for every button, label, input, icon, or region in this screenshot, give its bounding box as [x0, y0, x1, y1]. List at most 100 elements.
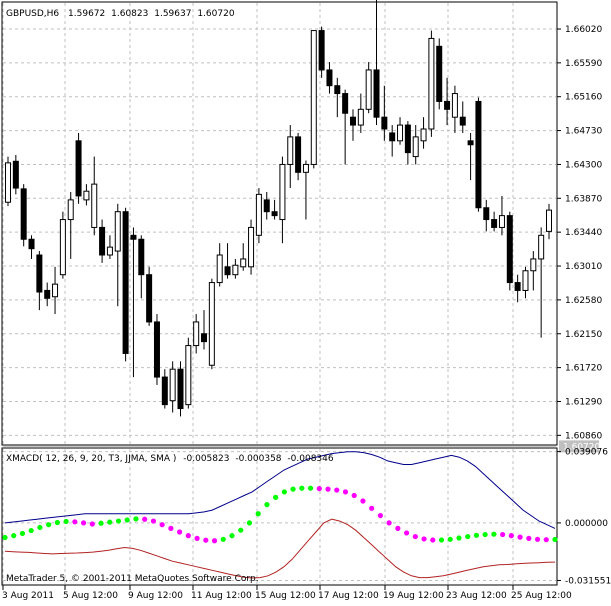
indicator-dot-down	[203, 537, 209, 543]
candle-bear	[444, 100, 451, 110]
price-grid	[2, 3, 556, 447]
price-scale: 1.66020 1.65590 1.65160 1.64730 1.64300 1.638…	[557, 25, 602, 441]
candle-bull	[279, 163, 286, 221]
candle-bull	[59, 219, 66, 276]
candle-bear	[459, 116, 466, 126]
candle-bull	[397, 124, 404, 142]
candle-bull	[83, 190, 90, 201]
indicator-dot-up	[2, 534, 8, 541]
indicator-header: XMACD( 12, 26, 9, 20, T3, JJMA, SMA ) -0…	[6, 454, 334, 464]
time-axis-label: 3 Aug 2011	[2, 591, 54, 601]
candles	[5, 0, 552, 417]
candle-bear	[475, 100, 482, 209]
candle-bull	[310, 30, 317, 165]
candle-bull	[91, 183, 98, 228]
indicator-dot-down	[386, 520, 392, 526]
indicator-dot-up	[456, 535, 462, 541]
candle-bear	[326, 69, 333, 87]
time-axis-label: 15 Aug 12:00	[255, 591, 316, 601]
low-value: 1.59637	[154, 9, 191, 19]
candle-bull	[498, 215, 505, 228]
indicator-dot-up	[447, 536, 453, 542]
time-axis-label: 19 Aug 12:00	[383, 591, 444, 601]
price-scale-label: 1.65160	[565, 93, 602, 103]
time-axis-label: 11 Aug 12:00	[191, 591, 252, 601]
candle-bear	[44, 289, 51, 299]
candle-bear	[20, 188, 27, 240]
candle-bear	[514, 282, 521, 291]
candle-bull	[530, 258, 537, 272]
price-scale-label: 1.63870	[565, 194, 602, 204]
candle-bull	[216, 254, 223, 284]
time-axis-label: 25 Aug 12:00	[511, 591, 572, 601]
candle-bull	[248, 226, 255, 268]
indicator-value-3: -0.008346	[287, 454, 333, 464]
indicator-dot-up	[220, 536, 226, 542]
symbol-header: GBPUSD,H6 1.59672 1.60823 1.59637 1.6072…	[6, 9, 235, 19]
price-scale-label: 1.66020	[565, 25, 602, 35]
indicator-dot-down	[325, 486, 331, 492]
indicator-dot-up	[491, 531, 497, 537]
candle-bull	[67, 199, 74, 221]
price-scale-label: 1.63440	[565, 228, 602, 238]
indicator-dot-up	[290, 486, 296, 492]
indicator-dot-down	[395, 525, 401, 531]
time-axis-label: 17 Aug 12:00	[318, 591, 379, 601]
indicator-panel[interactable]	[1, 447, 558, 586]
candle-bull	[357, 108, 364, 126]
candle-bull	[451, 93, 458, 118]
price-scale-label: 1.64300	[565, 160, 602, 170]
high-value: 1.60823	[111, 9, 148, 19]
indicator-dot-up	[46, 522, 52, 528]
indicator-dot-down	[369, 505, 375, 511]
indicator-dot-up	[115, 518, 122, 524]
indicator-dot-up	[229, 533, 235, 539]
price-scale-label: 1.62580	[565, 296, 602, 306]
time-axis: 3 Aug 2011 5 Aug 12:00 9 Aug 12:00 11 Aug 1…	[2, 585, 572, 601]
candle-bull	[428, 37, 435, 130]
time-axis-label: 5 Aug 12:00	[63, 591, 118, 601]
candle-bear	[342, 93, 349, 114]
indicator-dot-up	[238, 527, 244, 533]
price-scale-label: 1.63010	[565, 262, 602, 272]
indicator-dot-down	[500, 531, 506, 538]
indicator-dot-down	[377, 512, 383, 519]
candle-bull	[420, 128, 427, 142]
indicator-dot-up	[124, 517, 130, 523]
candle-bull	[365, 69, 372, 110]
candle-bear	[373, 69, 380, 118]
candle-bear	[491, 219, 498, 228]
indicator-dot-up	[307, 485, 314, 491]
indicator-dot-down	[430, 537, 436, 543]
candle-bear	[506, 215, 513, 284]
candle-bull	[546, 209, 552, 232]
candle-bear	[404, 124, 411, 154]
candle-bull	[114, 211, 121, 252]
candle-bull	[208, 282, 215, 366]
candle-bear	[28, 238, 35, 250]
candle-bull	[232, 264, 239, 276]
indicator-dot-up	[281, 489, 287, 495]
indicator-dot-down	[150, 518, 157, 524]
indicator-dot-up	[473, 532, 480, 538]
indicator-line	[4, 451, 556, 529]
indicator-scale-label: 0.000000	[565, 519, 608, 529]
price-scale-label: 1.65590	[565, 59, 602, 69]
candle-bear	[295, 136, 302, 173]
indicator-dot-down	[72, 519, 78, 525]
indicator-dot-up	[37, 524, 43, 531]
indicator-dot-down	[534, 536, 541, 542]
indicator-dot-up	[28, 527, 34, 534]
indicator-dot-up	[273, 494, 279, 500]
indicator-value-1: -0.005823	[183, 454, 229, 464]
candle-bear	[99, 226, 106, 256]
indicator-dot-up	[98, 520, 104, 526]
copyright-text: MetaTrader 5, © 2001-2011 MetaQuotes Sof…	[6, 574, 259, 584]
candle-bear	[75, 140, 82, 197]
indicator-dot-up	[438, 537, 445, 543]
indicator-dot-down	[159, 522, 165, 528]
price-panel[interactable]	[1, 1, 558, 446]
indicator-dot-down	[194, 535, 200, 541]
candle-bull	[255, 193, 262, 236]
